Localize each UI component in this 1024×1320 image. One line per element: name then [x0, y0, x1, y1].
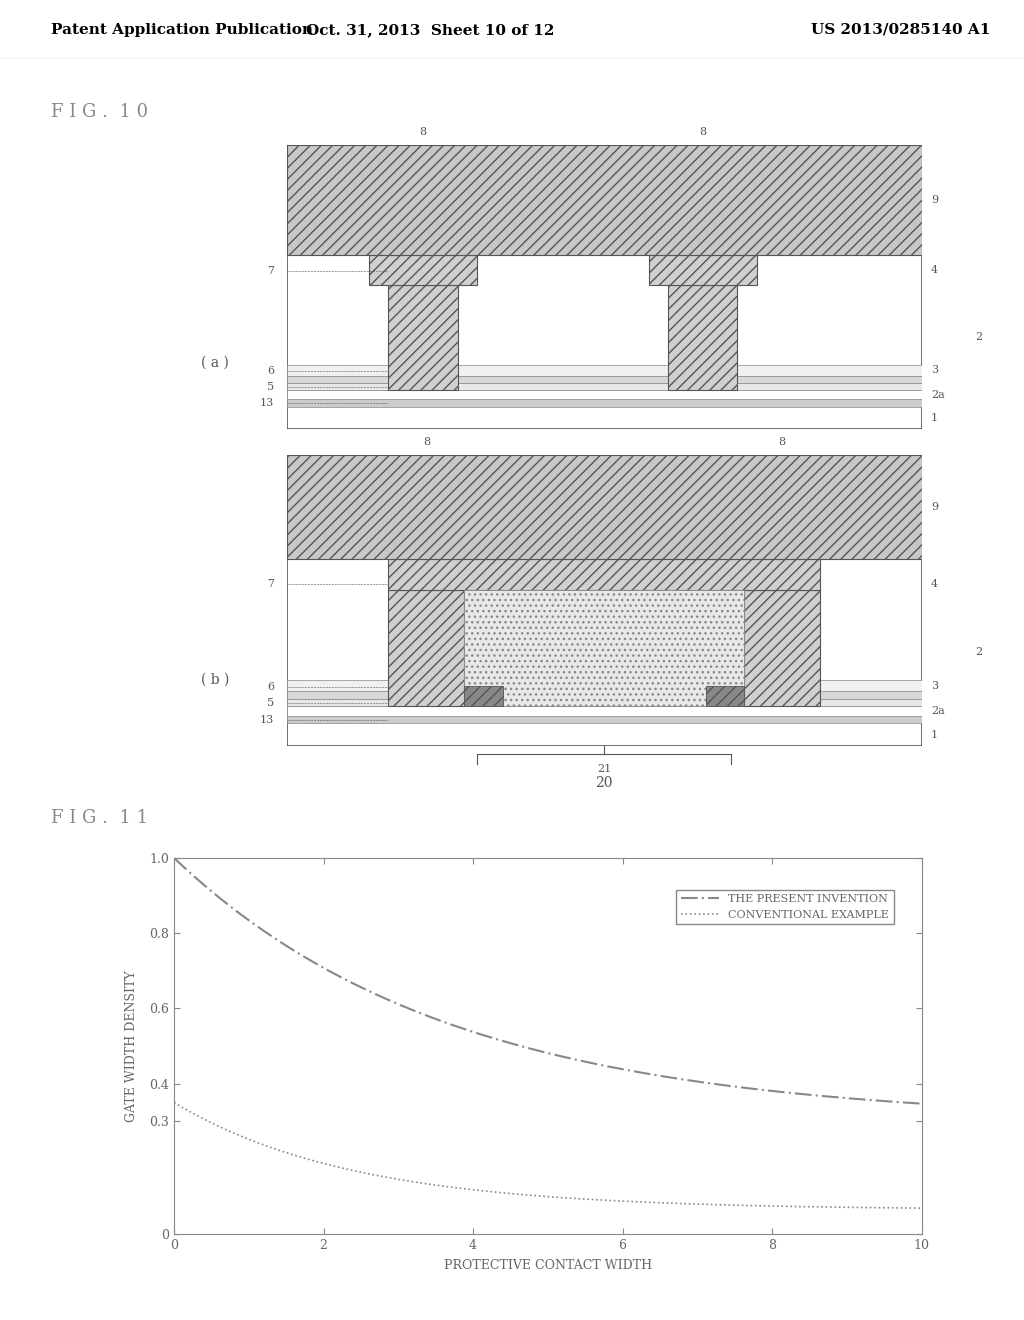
Bar	[465, 590, 743, 706]
Bar	[287, 706, 922, 715]
Bar	[287, 391, 922, 400]
Text: 8: 8	[423, 437, 430, 447]
Legend: THE PRESENT INVENTION, CONVENTIONAL EXAMPLE: THE PRESENT INVENTION, CONVENTIONAL EXAM…	[676, 890, 894, 924]
Bar	[287, 698, 922, 706]
Bar	[287, 680, 922, 692]
Text: F I G .  1 1: F I G . 1 1	[51, 809, 148, 828]
THE PRESENT INVENTION	[527, 1041, 540, 1057]
CONVENTIONAL EXAMPLE	[572, 1191, 585, 1206]
Text: Patent Application Publication: Patent Application Publication	[51, 22, 313, 37]
Text: 7: 7	[267, 265, 274, 276]
Text: 8: 8	[699, 127, 707, 137]
Text: 7: 7	[267, 579, 274, 589]
Bar	[287, 364, 922, 376]
Text: 3: 3	[931, 681, 938, 690]
Bar	[287, 723, 922, 746]
Y-axis label: GATE WIDTH DENSITY: GATE WIDTH DENSITY	[125, 970, 138, 1122]
Text: 2: 2	[976, 647, 983, 656]
Text: 5: 5	[267, 698, 274, 708]
Bar	[388, 285, 458, 391]
Bar	[287, 383, 922, 391]
CONVENTIONAL EXAMPLE	[897, 1200, 909, 1216]
Bar	[370, 255, 477, 285]
Text: F I G .  1 0: F I G . 1 0	[51, 103, 148, 121]
THE PRESENT INVENTION	[780, 1085, 793, 1101]
Bar	[465, 685, 503, 706]
Text: 2a: 2a	[931, 389, 945, 400]
THE PRESENT INVENTION	[915, 1096, 928, 1111]
CONVENTIONAL EXAMPLE	[527, 1188, 540, 1204]
Text: 8: 8	[420, 127, 427, 137]
Text: 4: 4	[931, 265, 938, 275]
Text: 8: 8	[778, 437, 785, 447]
Text: 21: 21	[597, 763, 611, 774]
Bar	[668, 285, 737, 391]
Bar	[287, 407, 922, 429]
Bar	[743, 590, 820, 706]
CONVENTIONAL EXAMPLE	[523, 1187, 536, 1203]
Line: CONVENTIONAL EXAMPLE: CONVENTIONAL EXAMPLE	[174, 1102, 922, 1208]
Text: 20: 20	[595, 776, 613, 789]
Text: 13: 13	[260, 399, 274, 408]
CONVENTIONAL EXAMPLE	[168, 1094, 180, 1110]
Line: THE PRESENT INVENTION: THE PRESENT INVENTION	[174, 858, 922, 1104]
THE PRESENT INVENTION	[897, 1094, 909, 1110]
X-axis label: PROTECTIVE CONTACT WIDTH: PROTECTIVE CONTACT WIDTH	[443, 1259, 652, 1272]
Text: 9: 9	[931, 502, 938, 512]
Bar	[388, 560, 820, 590]
Bar	[287, 692, 922, 698]
Text: US 2013/0285140 A1: US 2013/0285140 A1	[811, 22, 991, 37]
Bar	[287, 145, 922, 255]
Bar	[388, 590, 465, 706]
Text: 1: 1	[931, 730, 938, 739]
Text: 6: 6	[267, 367, 274, 376]
Text: 9: 9	[931, 195, 938, 205]
Text: ( b ): ( b )	[201, 673, 229, 686]
Bar	[648, 255, 757, 285]
Text: ( a ): ( a )	[201, 356, 229, 370]
Text: 13: 13	[260, 714, 274, 725]
Text: 5: 5	[267, 381, 274, 392]
THE PRESENT INVENTION	[168, 850, 180, 866]
Bar	[287, 376, 922, 383]
CONVENTIONAL EXAMPLE	[915, 1200, 928, 1216]
Bar	[287, 400, 922, 407]
Text: 4: 4	[931, 579, 938, 589]
THE PRESENT INVENTION	[572, 1052, 585, 1068]
Text: Oct. 31, 2013  Sheet 10 of 12: Oct. 31, 2013 Sheet 10 of 12	[306, 22, 554, 37]
CONVENTIONAL EXAMPLE	[613, 1193, 626, 1209]
CONVENTIONAL EXAMPLE	[780, 1199, 793, 1214]
Bar	[706, 685, 743, 706]
THE PRESENT INVENTION	[613, 1061, 626, 1077]
THE PRESENT INVENTION	[523, 1040, 536, 1056]
Text: 2: 2	[976, 331, 983, 342]
Text: 3: 3	[931, 366, 938, 375]
Text: 6: 6	[267, 682, 274, 692]
Bar	[287, 455, 922, 560]
Text: 2a: 2a	[931, 706, 945, 715]
Bar	[287, 715, 922, 723]
Text: 1: 1	[931, 413, 938, 422]
